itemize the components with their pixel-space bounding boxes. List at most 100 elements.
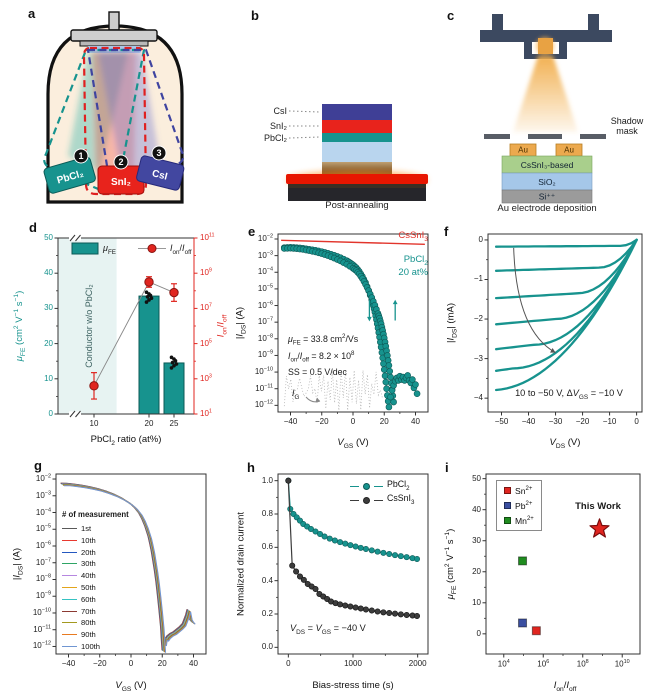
- legend-series-label: Mn2+: [515, 515, 534, 526]
- h-y-tick-label: 0.6: [261, 542, 273, 552]
- replicate-point: [172, 357, 176, 361]
- panel-b-caption: Post-annealing: [325, 200, 389, 211]
- bias-stress-point: [337, 601, 344, 608]
- e-x-tick-label: 20: [379, 417, 389, 426]
- bias-stress-point: [352, 543, 359, 550]
- legend-series-label: 1st: [81, 524, 92, 533]
- i-y-tick-label: 30: [472, 535, 481, 545]
- fixture-arm-right: [588, 14, 599, 34]
- legend-line-swatch: [62, 622, 77, 624]
- f-y-tick-label: −4: [473, 392, 483, 402]
- csi-layer: [322, 104, 392, 120]
- i-x-tick-label: 106: [537, 659, 550, 669]
- g-y-tick-label: 10−7: [35, 557, 51, 567]
- e-x-tick-label: −20: [314, 417, 329, 426]
- e-y-axis-title: |IDS| (A): [234, 306, 248, 340]
- sni2-layer: [322, 120, 392, 133]
- curve-line: [60, 482, 163, 651]
- replicate-point: [144, 300, 149, 304]
- legend-dot-swatch: [363, 496, 370, 504]
- sweep-up-arrow-head: [392, 299, 398, 305]
- g-x-tick-label: 20: [157, 659, 167, 668]
- boat-body: [43, 156, 96, 194]
- bias-stress-point: [285, 477, 292, 484]
- bias-stress-point: [362, 606, 369, 613]
- conductor-region-label: Conductor w/o PbCl₂: [84, 284, 94, 368]
- bias-stress-point: [289, 562, 296, 569]
- e-y-tick-label: 10−12: [254, 399, 273, 410]
- output-curves-chart: [484, 233, 643, 416]
- layer-label-sni2: SnI₂: [269, 121, 287, 131]
- g-y-tick-label: 10−5: [35, 523, 51, 534]
- e-x-axis-title: VGS (V): [337, 437, 369, 450]
- panel-letter-d: d: [29, 220, 37, 235]
- axis-break-slash: [69, 410, 76, 418]
- bias-stress-point: [337, 539, 344, 546]
- axis-break-gap: [69, 235, 81, 241]
- f-x-tick-label: −40: [521, 417, 536, 426]
- g-x-tick-label: −20: [92, 659, 107, 668]
- device-label-line1: PbCl2: [403, 254, 428, 267]
- panel-b-film-stack: b CsI SnI₂ PbCl₂ Post-annealing: [230, 4, 436, 214]
- output-curve-vgs-0: [494, 238, 638, 272]
- g-x-tick-label: −40: [61, 659, 76, 668]
- mask-segment-left: [484, 134, 510, 139]
- transfer-sweep-reverse-point: [387, 373, 394, 381]
- point-this-work-star: [589, 518, 610, 538]
- replicate-point: [144, 290, 149, 295]
- annotation-onoff: Ion/Ioff = 8.2 × 108: [288, 350, 355, 364]
- d-right-tick-label: 101: [200, 408, 212, 419]
- f-y-tick-label: −1: [473, 274, 483, 284]
- h-legend-item-1: CsSnI3: [350, 492, 414, 509]
- benchmark-scatter-chart: [482, 473, 641, 658]
- crucible-holder-left: [524, 42, 532, 57]
- electrode-deposition-drawing: [480, 14, 612, 204]
- gate-leakage-arrow: [305, 396, 321, 403]
- legend-square-swatch: [504, 486, 511, 494]
- g-x-axis-title: VGS (V): [115, 680, 147, 693]
- bias-stress-point: [392, 552, 399, 559]
- legend-series-label: Sn2+: [515, 485, 533, 496]
- f-y-axis-title: |IDS| (mA): [445, 302, 459, 344]
- replicate-point: [147, 298, 151, 302]
- f-x-tick-label: −50: [494, 417, 509, 426]
- bias-stress-point: [307, 526, 314, 533]
- g-legend-item-20th: 20th: [62, 546, 96, 559]
- off-state-point: [387, 393, 394, 401]
- off-state-point: [409, 376, 416, 383]
- svg-text: SnI₂: [111, 177, 131, 188]
- bias-stress-point: [312, 528, 319, 535]
- gate-sweep-annotation: 10 to −50 V, ΔVGS = −10 V: [515, 388, 623, 401]
- i-y-tick-label: 20: [472, 566, 481, 576]
- legend-line-swatch: [62, 610, 77, 612]
- bias-stress-point: [342, 540, 349, 547]
- e-y-tick-label: 10−6: [257, 300, 273, 310]
- e-y-tick-label: 10−11: [255, 383, 273, 393]
- bias-stress-point: [380, 609, 387, 616]
- axis-break-gap: [69, 411, 81, 417]
- d-y-axis-title-right: Ion/Ioff: [215, 314, 229, 338]
- d-x-tick-label: 20: [144, 419, 154, 428]
- mobility-bar-chart: [54, 234, 198, 418]
- output-curve-vgs-10: [494, 238, 638, 248]
- bias-stress-line-0: [287, 480, 418, 560]
- bias-stress-point: [357, 544, 364, 551]
- bias-stress-point: [342, 602, 349, 609]
- legend-label-onoff: Ion/Ioff: [170, 243, 192, 256]
- off-state-point: [413, 390, 421, 398]
- legend-series-label: 80th: [81, 618, 96, 628]
- legend-series-label: 50th: [81, 583, 96, 592]
- panel-e-transfer-curve: e CsSnI3 PbCl2 20 at% μFE = 33.8 cm2/Vs …: [232, 216, 438, 456]
- point-Sn2+: [531, 626, 541, 636]
- panel-letter-b: b: [251, 8, 259, 23]
- g-legend-title: # of measurement: [62, 510, 129, 519]
- e-y-tick-label: 10−10: [254, 366, 273, 377]
- g-legend-item-60th: 60th: [62, 593, 96, 606]
- source-boat-csi: CsI: [136, 155, 185, 191]
- i-legend-item-0: Sn2+: [504, 483, 534, 498]
- bias-stress-point: [357, 605, 364, 612]
- substrate-holder: [70, 29, 158, 42]
- buffer-layer: [322, 142, 392, 162]
- legend-square-swatch: [504, 516, 511, 524]
- d-right-tick-label: 107: [200, 302, 212, 313]
